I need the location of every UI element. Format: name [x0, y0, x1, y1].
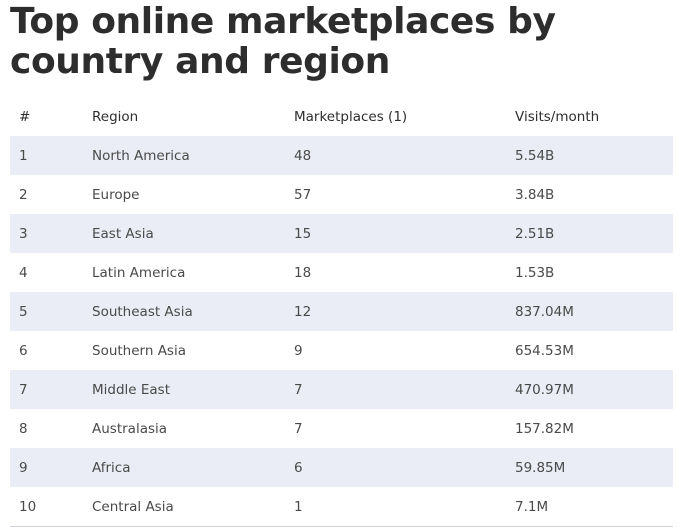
cell-marketplaces: 7	[294, 420, 303, 437]
cell-visits: 59.85M	[515, 459, 566, 476]
table-row: 10 Central Asia 1 7.1M	[10, 487, 673, 527]
cell-marketplaces: 15	[294, 225, 312, 242]
cell-rank: 8	[19, 420, 28, 437]
cell-rank: 6	[19, 342, 28, 359]
cell-rank: 7	[19, 381, 28, 398]
cell-region: Southeast Asia	[92, 303, 193, 320]
cell-rank: 10	[10, 487, 92, 527]
table-row: 2 Europe 57 3.84B	[10, 175, 673, 214]
column-header-rank: #	[19, 109, 31, 125]
table-row: 3 East Asia 15 2.51B	[10, 214, 673, 253]
cell-region: Central Asia	[92, 487, 294, 527]
cell-region: North America	[92, 147, 190, 164]
table-row: 8 Australasia 7 157.82M	[10, 409, 673, 448]
cell-visits: 3.84B	[515, 186, 555, 203]
cell-region: Southern Asia	[92, 342, 186, 359]
cell-region: Africa	[92, 459, 131, 476]
cell-rank: 4	[19, 264, 28, 281]
cell-visits: 1.53B	[515, 264, 555, 281]
cell-visits: 5.54B	[515, 147, 555, 164]
cell-region: Australasia	[92, 420, 168, 437]
cell-visits: 2.51B	[515, 225, 555, 242]
table-row: 7 Middle East 7 470.97M	[10, 370, 673, 409]
cell-rank: 9	[19, 459, 28, 476]
table-row: 5 Southeast Asia 12 837.04M	[10, 292, 673, 331]
cell-region: Middle East	[92, 381, 171, 398]
cell-rank: 1	[19, 147, 28, 164]
cell-visits: 157.82M	[515, 420, 574, 437]
cell-region: Europe	[92, 186, 140, 203]
cell-marketplaces: 12	[294, 303, 312, 320]
cell-rank: 3	[19, 225, 28, 242]
page-title: Top online marketplaces by country and r…	[10, 1, 556, 82]
cell-marketplaces: 1	[294, 487, 515, 527]
cell-visits: 654.53M	[515, 342, 574, 359]
cell-marketplaces: 7	[294, 381, 303, 398]
cell-marketplaces: 6	[294, 459, 303, 476]
cell-visits: 837.04M	[515, 303, 574, 320]
table-row: 1 North America 48 5.54B	[10, 136, 673, 175]
cell-rank: 2	[19, 186, 28, 203]
cell-rank: 5	[19, 303, 28, 320]
cell-marketplaces: 57	[294, 186, 312, 203]
cell-region: East Asia	[92, 225, 154, 242]
table-row: 4 Latin America 18 1.53B	[10, 253, 673, 292]
table-header-row: # Region Marketplaces (1) Visits/month	[10, 98, 673, 136]
cell-visits: 470.97M	[515, 381, 574, 398]
column-header-marketplaces: Marketplaces (1)	[294, 109, 408, 125]
column-header-visits: Visits/month	[515, 109, 600, 125]
cell-marketplaces: 9	[294, 342, 303, 359]
table-row: 6 Southern Asia 9 654.53M	[10, 331, 673, 370]
cell-region: Latin America	[92, 264, 186, 281]
cell-marketplaces: 48	[294, 147, 312, 164]
cell-marketplaces: 18	[294, 264, 312, 281]
marketplaces-table: # Region Marketplaces (1) Visits/month 1…	[10, 98, 673, 527]
table-row: 9 Africa 6 59.85M	[10, 448, 673, 487]
column-header-region: Region	[92, 109, 139, 125]
cell-visits: 7.1M	[515, 487, 673, 527]
